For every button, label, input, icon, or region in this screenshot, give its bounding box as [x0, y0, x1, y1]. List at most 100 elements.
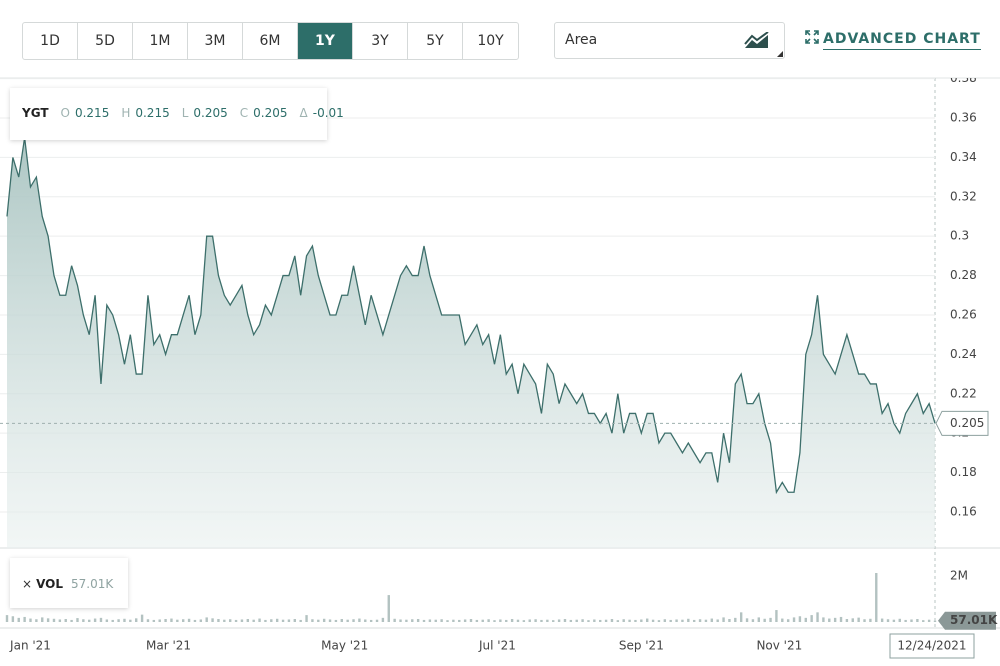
volume-bar [352, 619, 355, 622]
volume-bar [886, 619, 890, 622]
x-tick-label: Sep '21 [619, 639, 664, 653]
x-tick-label: Jan '21 [9, 639, 51, 653]
y-tick-label: 0.34 [950, 150, 977, 164]
volume-bar [833, 617, 837, 622]
volume-bar [481, 619, 484, 622]
volume-bar [651, 619, 655, 622]
legend-key: H [121, 106, 130, 120]
volume-bar [387, 595, 390, 622]
volume-bar [910, 619, 913, 622]
volume-bar [11, 616, 15, 622]
volume-bar [217, 619, 220, 622]
y-tick-label: 0.26 [950, 307, 977, 321]
volume-bar [522, 620, 526, 622]
volume-bar [117, 619, 120, 622]
volume-bar [405, 619, 408, 622]
volume-bar [364, 619, 367, 622]
volume-bar [634, 619, 637, 622]
range-button[interactable]: 5Y [408, 23, 463, 59]
volume-bar [798, 616, 802, 622]
area-icon [744, 32, 769, 48]
volume-bar [851, 618, 854, 622]
x-tick-label: Nov '21 [756, 639, 802, 653]
volume-bar [528, 619, 531, 622]
y-tick-label: 0.22 [950, 386, 977, 400]
advanced-chart-link[interactable]: ADVANCED CHART [805, 30, 981, 50]
volume-bar [646, 618, 649, 622]
vol-tick-label: 2M [950, 568, 968, 582]
expand-icon [805, 30, 819, 44]
chart-type-label: Area [565, 32, 598, 48]
range-button[interactable]: 10Y [477, 33, 504, 49]
volume-bar [716, 619, 719, 622]
volume-bar [610, 619, 614, 622]
range-button[interactable]: 6M [243, 23, 298, 59]
volume-bar [575, 619, 578, 622]
legend-value: 0.205 [253, 106, 287, 120]
volume-bar [822, 617, 825, 622]
volume-bar [681, 619, 684, 622]
volume-bar [933, 620, 937, 622]
volume-bar [158, 619, 161, 622]
price-area [7, 137, 935, 548]
chart-type-dropdown[interactable]: Area [554, 22, 785, 59]
legend-symbol: YGT [21, 106, 49, 120]
volume-bar [557, 619, 561, 622]
volume-bar [769, 617, 772, 622]
volume-bar [46, 618, 50, 622]
volume-bar [170, 618, 173, 622]
volume-bar [722, 617, 725, 622]
volume-bar [264, 619, 267, 622]
volume-bar [745, 618, 749, 622]
volume-bar [287, 619, 291, 622]
volume-bar [246, 619, 250, 622]
volume-bar [211, 618, 214, 622]
range-button[interactable]: 1D [23, 23, 78, 59]
volume-bar [734, 617, 737, 622]
volume-bar [328, 619, 332, 622]
x-tick-label: 12/24/2021 [897, 639, 966, 653]
legend-key: C [240, 106, 248, 120]
volume-bar [99, 617, 103, 622]
volume-bar [704, 619, 708, 622]
volume-bar [446, 620, 449, 622]
volume-bar [927, 619, 931, 622]
range-button[interactable]: 3Y [353, 23, 408, 59]
volume-bar [76, 618, 79, 622]
volume-bar [70, 619, 73, 622]
volume-bar [129, 619, 132, 622]
plot-layer: 0.160.180.20.220.240.260.280.30.320.340.… [0, 78, 998, 630]
volume-bar [516, 619, 520, 622]
volume-bar [5, 615, 9, 622]
volume-bar [469, 619, 473, 622]
range-button[interactable]: 5D [78, 23, 133, 59]
vol-close-icon[interactable]: × [22, 577, 32, 591]
volume-bar [616, 620, 620, 622]
volume-bar [140, 614, 144, 622]
volume-bar [199, 619, 203, 622]
volume-bar [111, 619, 114, 622]
volume-bar [234, 619, 238, 622]
volume-bar [35, 619, 38, 622]
range-button[interactable]: 1Y [298, 23, 353, 59]
range-button[interactable]: 1M [133, 23, 188, 59]
volume-bar [105, 619, 109, 622]
volume-bar [358, 618, 361, 622]
volume-bar [381, 617, 385, 622]
volume-bar [563, 619, 567, 622]
last-volume-label: 57.01K [950, 613, 998, 627]
volume-bar [751, 619, 755, 622]
volume-bar [411, 619, 414, 622]
volume-bar [23, 616, 26, 622]
range-button[interactable]: 3M [188, 23, 243, 59]
last-price-label: 0.205 [950, 416, 984, 430]
volume-bar [240, 619, 244, 622]
volume-bar [458, 619, 461, 622]
volume-bar [475, 619, 479, 622]
volume-bar [599, 619, 602, 622]
legend-value: 0.215 [75, 106, 109, 120]
x-tick-label: Mar '21 [146, 639, 191, 653]
volume-bar [164, 619, 167, 622]
y-tick-label: 0.36 [950, 110, 977, 124]
volume-bar [293, 619, 296, 622]
